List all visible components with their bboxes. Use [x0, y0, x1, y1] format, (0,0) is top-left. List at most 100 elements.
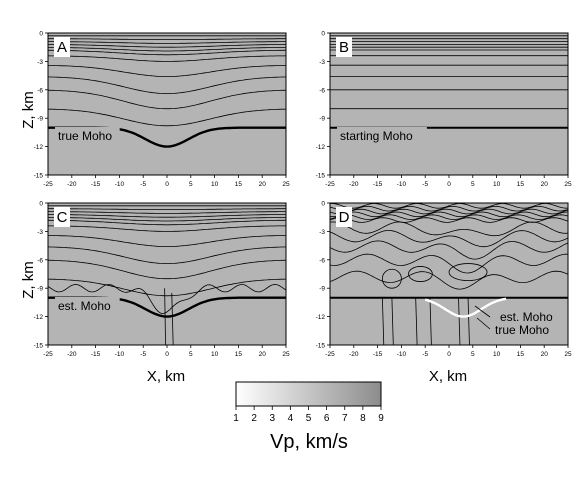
contour-line [329, 270, 569, 290]
contour-line [47, 65, 287, 77]
x-tick-label: -25 [43, 181, 53, 188]
y-ticks: 0 -3 -6 -9 -12 -15 [34, 201, 48, 350]
annotation-box [337, 127, 427, 143]
colorbar-title: Vp, km/s [270, 431, 348, 453]
y-tick-label: 0 [321, 31, 325, 38]
x-tick-label: 15 [517, 181, 525, 188]
contour-line [47, 235, 287, 247]
contour-line [48, 38, 286, 40]
x-tick-label: 15 [517, 351, 525, 358]
colorbar-tick-label: 1 [233, 413, 239, 424]
contour-line [381, 268, 402, 289]
x-tick-label: 20 [541, 351, 549, 358]
contour-line [47, 246, 287, 264]
x-ticks: -25 -20 -15 -10 -5 0 5 10 15 20 25 [43, 345, 290, 358]
x-tick-label: 0 [447, 351, 451, 358]
y-tick-label: 0 [321, 201, 325, 208]
x-tick-label: 10 [493, 351, 501, 358]
y-tick-label: -3 [37, 229, 43, 236]
y-tick-label: -15 [34, 173, 44, 180]
x-tick-label: -10 [115, 351, 125, 358]
x-tick-label: -25 [325, 181, 335, 188]
true-moho-line [424, 297, 507, 318]
colorbar-tick-label: 9 [378, 413, 384, 424]
contour-line [381, 297, 385, 346]
colorbar-tick-label: 6 [324, 413, 330, 424]
y-tick-label: -15 [34, 343, 44, 350]
x-axis-label-right: X, km [429, 368, 467, 385]
y-tick-label: -9 [37, 286, 43, 293]
contour-line [329, 253, 568, 274]
contours [330, 35, 568, 110]
arrow [476, 317, 491, 330]
x-tick-label: 5 [471, 181, 475, 188]
x-ticks: -25 -20 -15 -10 -5 0 5 10 15 20 25 [325, 345, 572, 358]
colorbar-tick-label: 7 [342, 413, 348, 424]
y-tick-label: -3 [37, 59, 43, 66]
contour-line [408, 266, 433, 282]
colorbar-tick-label: 2 [251, 413, 257, 424]
x-tick-label: 10 [211, 351, 219, 358]
contour-line [47, 219, 287, 226]
x-tick-label: -25 [43, 351, 53, 358]
x-tick-label: -10 [397, 351, 407, 358]
panel-annotation: est. Moho [500, 310, 553, 324]
x-tick-label: 15 [235, 351, 243, 358]
colorbar-gradient [235, 381, 382, 407]
x-tick-label: 25 [564, 351, 572, 358]
contour-line [48, 47, 286, 52]
x-tick-label: -20 [67, 181, 77, 188]
y-tick-label: -6 [37, 257, 43, 264]
contour-line [458, 297, 461, 346]
x-tick-label: 20 [541, 181, 549, 188]
panel-letter-box [336, 37, 352, 57]
contour-line [391, 297, 394, 346]
x-tick-label: 10 [211, 181, 219, 188]
x-tick-label: -25 [325, 351, 335, 358]
y-tick-label: 0 [39, 31, 43, 38]
contours [47, 35, 287, 127]
x-tick-label: -5 [422, 351, 428, 358]
colorbar: 1 2 3 4 5 6 7 8 9 Vp, km/s [233, 381, 384, 453]
x-tick-label: 20 [259, 351, 267, 358]
x-tick-label: -15 [91, 181, 101, 188]
y-tick-label: -6 [319, 87, 325, 94]
colorbar-ticks: 1 2 3 4 5 6 7 8 9 [233, 406, 384, 424]
panel-annotation: starting Moho [340, 129, 413, 143]
panel-letter: C [57, 209, 68, 226]
panel-background [48, 203, 286, 345]
x-tick-label: 0 [165, 181, 169, 188]
contour-line [47, 284, 287, 315]
y-ticks: 0 -3 -6 -9 -12 -15 [316, 31, 330, 180]
panel-annotation-2: true Moho [495, 323, 549, 337]
y-tick-label: -12 [316, 314, 326, 321]
y-tick-label: -12 [34, 314, 44, 321]
x-ticks: -25 -20 -15 -10 -5 0 5 10 15 20 25 [325, 175, 572, 188]
panel-letter: A [57, 39, 67, 56]
contour-line [415, 297, 418, 346]
panel-background [330, 33, 568, 175]
contours [47, 205, 287, 346]
annotation-box [55, 297, 120, 313]
contour-line [48, 44, 286, 48]
contour-line [47, 76, 287, 94]
x-axis-label-left: X, km [147, 368, 185, 385]
y-tick-label: 0 [39, 201, 43, 208]
x-tick-label: 5 [471, 351, 475, 358]
contour-line [48, 208, 286, 210]
x-tick-label: 25 [564, 181, 572, 188]
y-axis-label-top: Z, km [20, 91, 37, 129]
x-tick-label: -15 [91, 351, 101, 358]
contour-line [329, 205, 569, 212]
x-tick-label: 25 [282, 181, 290, 188]
contour-line [48, 214, 286, 218]
annotation-arrows [474, 305, 491, 330]
colorbar-tick-label: 5 [306, 413, 312, 424]
annotation-box [55, 127, 120, 143]
x-tick-label: -15 [373, 181, 383, 188]
